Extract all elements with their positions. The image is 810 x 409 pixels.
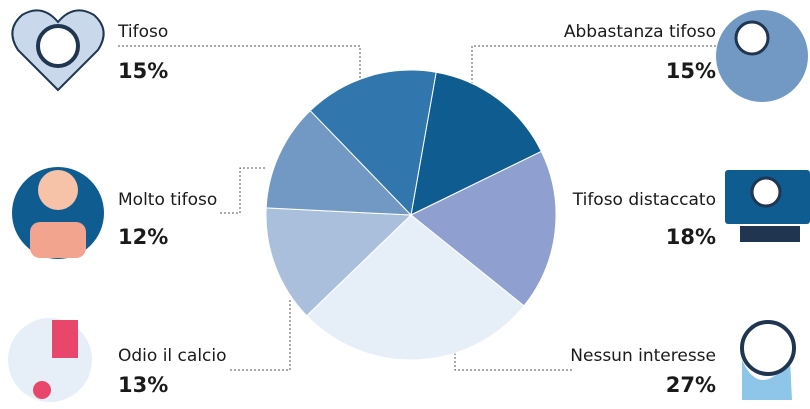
pie bbox=[266, 70, 556, 360]
icon-ball bbox=[752, 178, 780, 206]
value-label: 12% bbox=[118, 225, 168, 249]
category-label: Tifoso distaccato bbox=[572, 190, 716, 210]
category-label: Nessun interesse bbox=[570, 346, 716, 366]
category-label: Tifoso bbox=[117, 22, 168, 42]
icon-ball bbox=[38, 26, 78, 66]
icon-ball bbox=[736, 22, 768, 54]
icon-x bbox=[33, 381, 51, 399]
leader-line bbox=[220, 168, 266, 213]
value-label: 13% bbox=[118, 373, 168, 397]
leader-line bbox=[455, 345, 572, 370]
category-label: Odio il calcio bbox=[118, 346, 227, 366]
icon-red-card bbox=[52, 320, 78, 358]
value-label: 27% bbox=[666, 373, 716, 397]
value-label: 15% bbox=[666, 59, 716, 83]
category-label: Abbastanza tifoso bbox=[564, 22, 716, 42]
icon-tv-stand bbox=[740, 226, 800, 242]
chart: Abbastanza tifoso 15% Tifoso distaccato 18%… bbox=[0, 0, 810, 409]
leader-line bbox=[230, 300, 290, 370]
icon-head bbox=[38, 170, 78, 210]
category-label: Molto tifoso bbox=[118, 190, 217, 210]
value-label: 18% bbox=[666, 225, 716, 249]
icon-ball bbox=[742, 322, 794, 374]
value-label: 15% bbox=[118, 59, 168, 83]
icon-shirt bbox=[30, 222, 86, 258]
